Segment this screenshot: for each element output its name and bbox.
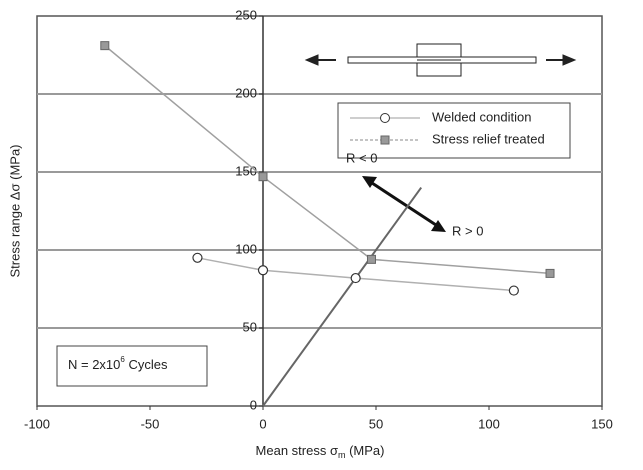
x-tick-label: 150 <box>591 416 613 431</box>
y-tick-label: 0 <box>250 397 257 412</box>
y-tick-label: 200 <box>235 85 257 100</box>
series-line <box>104 45 551 275</box>
plot-frame <box>36 15 603 407</box>
annotation: R < 0 <box>346 150 377 165</box>
point <box>100 41 110 51</box>
point <box>257 265 269 276</box>
annotation: R > 0 <box>452 223 483 238</box>
point <box>350 272 361 284</box>
x-label-text: (MPa) <box>345 443 384 458</box>
y-tick-label: 250 <box>235 7 257 22</box>
point <box>545 268 555 278</box>
y-tick-label: 50 <box>243 319 257 334</box>
x-label-text: Mean stress σ <box>256 443 338 458</box>
x-axis-label: Mean stress σm (MPa) <box>256 443 385 460</box>
x-tick-label: 100 <box>478 416 500 431</box>
point <box>258 172 268 182</box>
legend-label: Stress relief treated <box>432 131 545 146</box>
annotation-sup: 6 <box>120 355 125 364</box>
legend-label: Welded condition <box>432 109 532 124</box>
legend-marker <box>380 113 390 123</box>
point <box>192 252 203 263</box>
ratio-line <box>262 187 423 407</box>
series-line <box>197 257 514 292</box>
ratio-arrow <box>362 176 446 232</box>
annotation-text: Cycles <box>125 357 168 372</box>
legend-marker <box>380 135 390 145</box>
x-tick-label: 0 <box>259 416 266 431</box>
y-tick-label: 100 <box>235 241 257 256</box>
y-axis-label: Stress range Δσ (MPa) <box>7 144 22 277</box>
point <box>366 254 376 264</box>
x-label-sub: m <box>338 450 346 460</box>
annotation: N = 2x106 Cycles <box>68 355 168 372</box>
x-tick-label: -50 <box>141 416 160 431</box>
specimen-diagram <box>304 43 577 77</box>
x-tick-label: 50 <box>369 416 383 431</box>
point <box>508 285 519 296</box>
annotation-text: N = 2x10 <box>68 357 120 372</box>
x-tick-label: -100 <box>24 416 50 431</box>
cycles-box <box>56 345 208 387</box>
y-tick-label: 150 <box>235 163 257 178</box>
legend <box>337 102 571 159</box>
